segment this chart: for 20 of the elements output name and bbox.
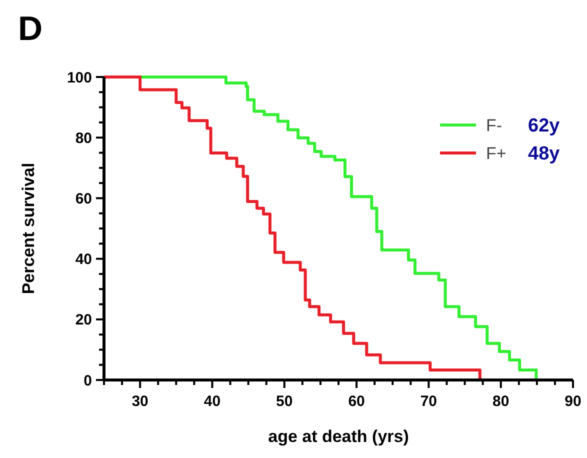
legend-label: F- — [486, 116, 502, 135]
legend-label: F+ — [486, 144, 506, 163]
y-tick-label: 80 — [75, 130, 92, 147]
x-tick-label: 80 — [492, 393, 510, 410]
x-tick-label: 90 — [564, 393, 582, 410]
y-tick-label: 100 — [66, 69, 92, 86]
x-tick-label: 60 — [348, 393, 365, 410]
x-tick-label: 40 — [204, 393, 221, 410]
x-tick-label: 70 — [420, 393, 438, 410]
y-axis-title: Percent survival — [19, 162, 38, 294]
x-tick-label: 50 — [276, 393, 293, 410]
x-axis-title: age at death (yrs) — [268, 427, 409, 446]
y-tick-label: 20 — [75, 312, 92, 329]
annotation: 48y — [528, 144, 560, 165]
annotation: 62y — [528, 116, 560, 137]
y-tick-label: 60 — [75, 190, 92, 208]
x-tick-label: 30 — [132, 393, 148, 410]
chart-title: D — [18, 10, 43, 48]
y-tick-label: 0 — [84, 372, 92, 390]
y-tick-label: 40 — [75, 251, 92, 268]
